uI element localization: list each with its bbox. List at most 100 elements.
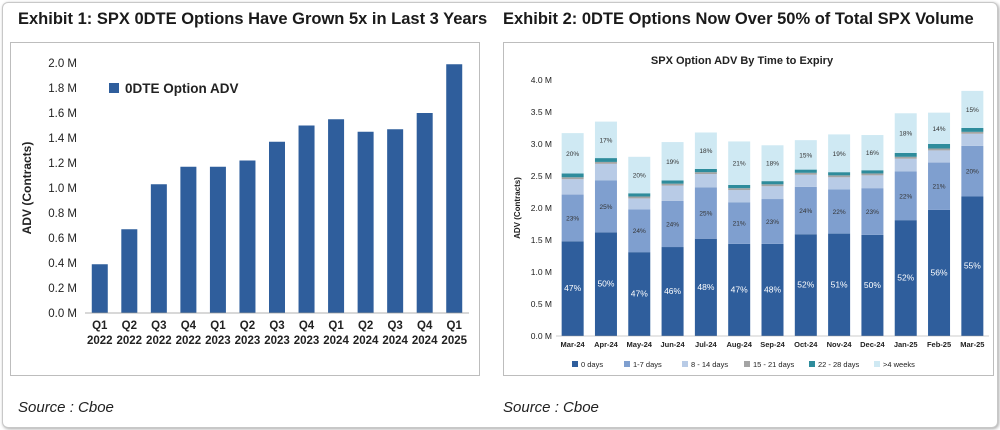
y-tick-label: 1.0 M — [48, 183, 77, 195]
y-tick-label: 1.8 M — [48, 83, 77, 95]
bar-segment-mar-24 — [561, 179, 584, 195]
x-tick-label: Sep-24 — [760, 340, 785, 349]
y-axis-label: ADV (Contracts) — [20, 142, 34, 235]
data-label: 21% — [733, 161, 746, 168]
bar-segment-sep-24 — [761, 243, 784, 336]
bar-q1-2022 — [91, 264, 108, 313]
bar-segment-nov-24 — [828, 172, 851, 176]
legend-label: 0DTE Option ADV — [125, 81, 239, 96]
legend-label: 22 - 28 days — [818, 360, 860, 369]
x-tick-label: Mar-24 — [561, 340, 586, 349]
data-label: 23% — [766, 219, 779, 226]
bar-segment-jan-25 — [894, 158, 917, 172]
x-tick-label-year: 2022 — [146, 335, 172, 347]
bar-segment-aug-24 — [728, 188, 751, 191]
exhibit-1-chart: 0.0 M 0.2 M 0.4 M 0.6 M 0.8 M 1.0 M 1.2 M 1.4 M… — [20, 58, 469, 347]
bar-segment-may-24 — [628, 196, 651, 199]
legend-swatch — [744, 361, 750, 367]
bar-segment-apr-24 — [594, 180, 617, 233]
bar-segment-oct-24 — [794, 169, 817, 173]
data-label: 16% — [866, 150, 879, 157]
bar-q4-2024 — [416, 113, 433, 313]
data-label: 24% — [666, 222, 679, 229]
bar-segment-mar-24 — [561, 173, 584, 178]
exhibit-2-title: Exhibit 2: 0DTE Options Now Over 50% of … — [503, 10, 974, 28]
x-tick-label: Jul-24 — [695, 340, 718, 349]
bar-segment-dec-24 — [861, 188, 884, 235]
bar-segment-sep-24 — [761, 145, 784, 182]
bar-segment-jul-24 — [694, 168, 717, 173]
legend-swatch — [682, 361, 688, 367]
data-label: 51% — [831, 279, 848, 289]
chart-title: SPX Option ADV By Time to Expiry — [651, 55, 834, 67]
bar-segment-may-24 — [628, 198, 651, 210]
bar-segment-jul-24 — [694, 132, 717, 169]
legend-label: 1-7 days — [633, 360, 662, 369]
x-tick-label: Feb-25 — [927, 340, 951, 349]
x-tick-label-year: 2024 — [323, 335, 349, 347]
bar-segment-oct-24 — [794, 174, 817, 187]
legend-swatch — [109, 83, 119, 93]
y-tick-label: 2.5 M — [531, 171, 552, 181]
exhibit-2-chart-box: SPX Option ADV By Time to Expiry 0.0 M 0.5… — [503, 42, 994, 376]
bar-segment-apr-24 — [594, 163, 617, 181]
x-tick-label: Dec-24 — [860, 340, 885, 349]
bar-segment-apr-24 — [594, 121, 617, 159]
bar-segment-nov-24 — [828, 134, 851, 173]
legend-label: 0 days — [581, 360, 603, 369]
x-tick-label-quarter: Q2 — [122, 320, 137, 332]
bar-segment-aug-24 — [728, 141, 751, 185]
data-label: 18% — [766, 161, 779, 168]
x-tick-label-quarter: Q4 — [181, 320, 197, 332]
x-tick-label-year: 2022 — [176, 335, 202, 347]
data-label: 21% — [933, 184, 946, 191]
bar-segment-mar-24 — [561, 194, 584, 242]
data-label: 55% — [964, 261, 981, 271]
bar-segment-sep-24 — [761, 199, 784, 244]
bar-segment-dec-24 — [861, 170, 884, 174]
bar-segment-may-24 — [628, 193, 651, 197]
y-tick-label: 0.2 M — [48, 283, 77, 295]
exhibit-2-source: Source : Cboe — [503, 399, 599, 416]
bar-segment-jan-25 — [894, 171, 917, 221]
bar-q3-2024 — [387, 129, 404, 313]
data-label: 47% — [631, 289, 648, 299]
bar-segment-jun-24 — [661, 142, 684, 181]
bar-segment-jul-24 — [694, 174, 717, 188]
bar-segment-oct-24 — [794, 172, 817, 175]
bar-segment-jul-24 — [694, 238, 717, 336]
bar-segment-sep-24 — [761, 184, 784, 187]
bar-segment-apr-24 — [594, 161, 617, 164]
bar-segment-jun-24 — [661, 247, 684, 336]
bar-segment-dec-24 — [861, 234, 884, 336]
data-label: 17% — [599, 137, 612, 144]
data-label: 48% — [764, 284, 781, 294]
legend-swatch — [809, 361, 815, 367]
x-tick-label: Aug-24 — [726, 340, 752, 349]
data-label: 15% — [799, 152, 812, 159]
data-label: 18% — [899, 131, 912, 138]
bar-segment-jul-24 — [694, 187, 717, 239]
y-tick-label: 2.0 M — [48, 58, 77, 70]
legend-label: 8 - 14 days — [691, 360, 728, 369]
y-tick-label: 0.8 M — [48, 208, 77, 220]
exhibit-2-chart: SPX Option ADV By Time to Expiry 0.0 M 0.5… — [513, 55, 989, 369]
data-label: 52% — [897, 273, 914, 283]
legend-swatch — [624, 361, 630, 367]
x-tick-label: Jan-25 — [894, 340, 918, 349]
data-label: 56% — [931, 267, 948, 277]
bar-segment-jun-24 — [661, 183, 684, 186]
legend-swatch — [874, 361, 880, 367]
x-tick-label-quarter: Q1 — [328, 320, 344, 332]
bar-segment-jan-25 — [894, 113, 917, 153]
bar-segment-jan-25 — [894, 156, 917, 159]
bar-q4-2022 — [180, 166, 197, 313]
data-label: 25% — [599, 204, 612, 211]
data-label: 23% — [866, 209, 879, 216]
exhibit-1-source: Source : Cboe — [18, 399, 114, 416]
x-tick-label-quarter: Q3 — [387, 320, 402, 332]
bar-segment-mar-25 — [961, 145, 984, 197]
data-label: 22% — [833, 209, 846, 216]
bar-segment-jun-24 — [661, 180, 684, 184]
data-label: 52% — [797, 280, 814, 290]
